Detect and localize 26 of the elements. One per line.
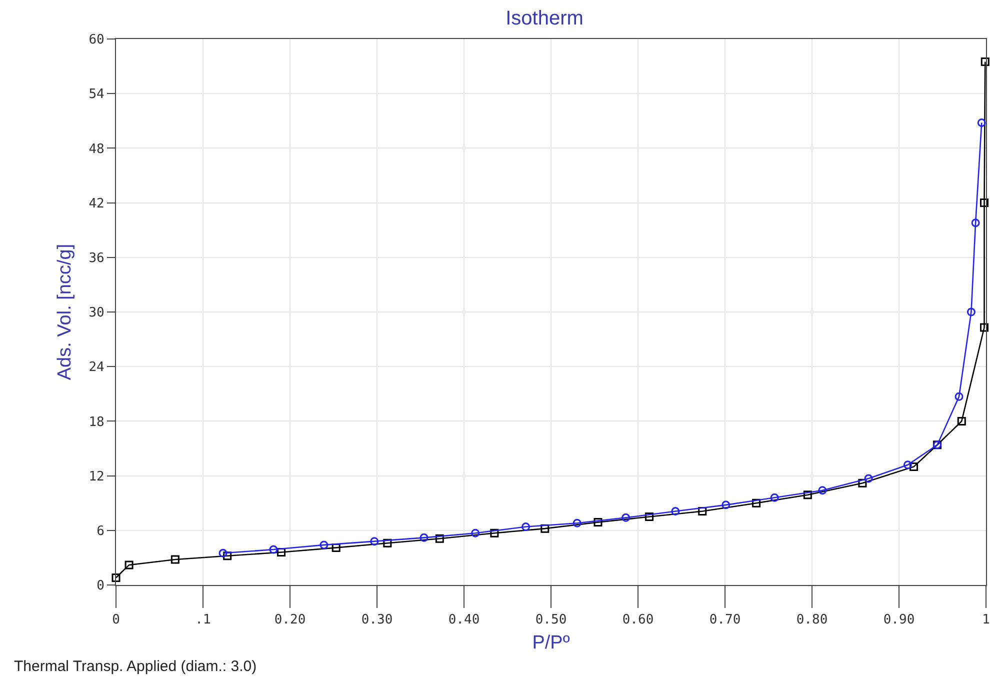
y-tick-label: 6 bbox=[96, 524, 104, 539]
text: Thermal Transp. Applied (diam.: 3.0) bbox=[14, 658, 257, 675]
x-tick-label: 0.50 bbox=[535, 612, 567, 628]
x-tick-label: 0 bbox=[112, 612, 120, 628]
x-tick-label: 1 bbox=[982, 612, 990, 628]
x-tick-label: 0.40 bbox=[448, 612, 480, 628]
x-tick-label: 0.20 bbox=[274, 612, 306, 628]
y-tick-label: 0 bbox=[96, 578, 104, 594]
y-tick-label: 48 bbox=[88, 142, 104, 157]
y-tick-label: 18 bbox=[88, 414, 104, 430]
y-tick-label: 36 bbox=[88, 250, 104, 266]
y-tick-label: 24 bbox=[88, 360, 105, 376]
x-tick-label: 0.60 bbox=[622, 612, 654, 628]
y-tick-label: 54 bbox=[88, 87, 105, 102]
x-tick-label: 0.80 bbox=[796, 612, 828, 628]
y-tick-label: 42 bbox=[88, 196, 104, 212]
y-tick-label: 30 bbox=[88, 306, 104, 321]
y-axis-title: Ads. Vol. [ncc/g] bbox=[54, 244, 76, 380]
x-tick-label: 0.90 bbox=[883, 612, 915, 628]
x-tick-label: 0.30 bbox=[361, 612, 393, 628]
x-axis-title: P/Pº bbox=[532, 632, 570, 654]
chart-title: Isotherm bbox=[506, 7, 584, 30]
y-tick-label: 60 bbox=[88, 32, 104, 48]
x-tick-label: 0.70 bbox=[709, 612, 741, 628]
y-tick-label: 12 bbox=[88, 469, 104, 484]
x-tick-label: .1 bbox=[195, 612, 211, 628]
